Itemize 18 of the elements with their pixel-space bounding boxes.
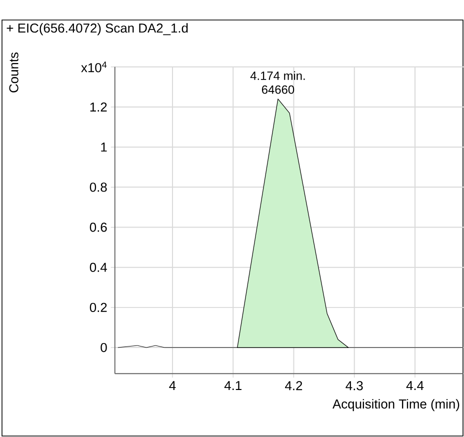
y-tick-label: 1 [101, 142, 107, 152]
annotation: 4.174 min. [250, 71, 305, 80]
x-tick-label: 4.3 [346, 381, 363, 390]
x-tick-label: 4.4 [406, 381, 424, 390]
y-tick-label: 0.8 [90, 182, 107, 192]
annotation: 64660 [262, 86, 294, 94]
x-tick-label: 4.1 [224, 381, 242, 390]
y-tick-label: 0.6 [90, 222, 107, 232]
y-axis-title: Counts [9, 52, 18, 93]
x-axis-title: Acquisition Time (min) [332, 399, 460, 412]
chart-title: + EIC(656.4072) Scan DA2_1.d [6, 23, 188, 36]
y-tick-label: x10$^{4}$ [81, 62, 107, 72]
y-tick-label: 0.2 [90, 303, 107, 312]
y-tick-label: 1.2 [90, 102, 107, 112]
y-tick-label: 0.4 [90, 263, 107, 272]
y-tick-label: 0 [100, 343, 107, 352]
x-tick-label: 4 [169, 381, 176, 390]
x-tick-label: 4.2 [285, 381, 302, 390]
